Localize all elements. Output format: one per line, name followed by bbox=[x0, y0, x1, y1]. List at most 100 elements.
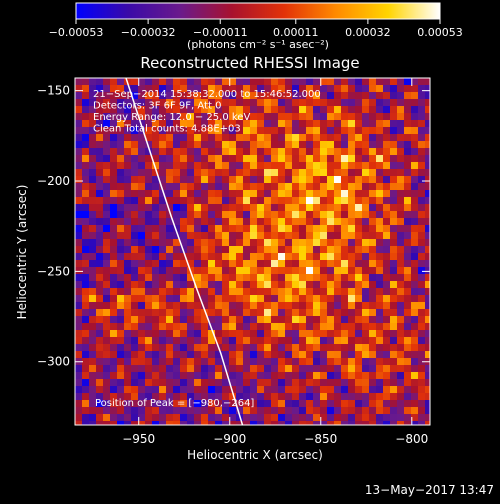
heatmap-cell bbox=[376, 386, 384, 394]
heatmap-cell bbox=[96, 267, 104, 275]
heatmap-cell bbox=[383, 302, 391, 310]
heatmap-cell bbox=[292, 344, 300, 352]
heatmap-cell bbox=[292, 99, 300, 107]
heatmap-cell bbox=[418, 246, 426, 254]
heatmap-cell bbox=[257, 113, 265, 121]
heatmap-cell bbox=[292, 169, 300, 177]
heatmap-cell bbox=[278, 239, 286, 247]
heatmap-cell bbox=[376, 113, 384, 121]
heatmap-cell bbox=[201, 379, 209, 387]
heatmap-cell bbox=[152, 330, 160, 338]
heatmap-cell bbox=[397, 197, 405, 205]
heatmap-cell bbox=[264, 190, 272, 198]
heatmap-cell bbox=[96, 155, 104, 163]
heatmap-cell bbox=[96, 309, 104, 317]
heatmap-cell bbox=[131, 330, 139, 338]
heatmap-cell bbox=[215, 372, 223, 380]
heatmap-cell bbox=[292, 148, 300, 156]
heatmap-cell bbox=[201, 386, 209, 394]
heatmap-cell bbox=[257, 204, 265, 212]
heatmap-cell bbox=[327, 316, 335, 324]
heatmap-cell bbox=[362, 400, 370, 408]
heatmap-cell bbox=[110, 260, 118, 268]
heatmap-cell bbox=[362, 414, 370, 422]
heatmap-cell bbox=[390, 274, 398, 282]
heatmap-cell bbox=[299, 365, 307, 373]
heatmap-cell bbox=[110, 379, 118, 387]
heatmap-cell bbox=[327, 218, 335, 226]
heatmap-cell bbox=[138, 204, 146, 212]
heatmap-cell bbox=[250, 267, 258, 275]
heatmap-cell bbox=[229, 204, 237, 212]
heatmap-cell bbox=[425, 148, 430, 156]
heatmap-cell bbox=[110, 372, 118, 380]
heatmap-cell bbox=[278, 400, 286, 408]
heatmap-cell bbox=[159, 225, 167, 233]
heatmap-cell bbox=[194, 92, 202, 100]
heatmap-cell bbox=[103, 253, 111, 261]
heatmap-cell bbox=[355, 260, 363, 268]
heatmap-cell bbox=[89, 365, 97, 373]
heatmap-cell bbox=[334, 183, 342, 191]
heatmap-cell bbox=[418, 169, 426, 177]
heatmap-cell bbox=[306, 365, 314, 373]
heatmap-cell bbox=[82, 78, 90, 86]
heatmap-cell bbox=[215, 414, 223, 422]
heatmap-cell bbox=[215, 330, 223, 338]
heatmap-cell bbox=[425, 225, 430, 233]
heatmap-cell bbox=[313, 99, 321, 107]
heatmap-cell bbox=[418, 120, 426, 128]
heatmap-cell bbox=[201, 372, 209, 380]
heatmap-cell bbox=[243, 85, 251, 93]
heatmap-cell bbox=[376, 407, 384, 415]
heatmap-cell bbox=[306, 148, 314, 156]
heatmap-cell bbox=[278, 358, 286, 366]
heatmap-cell bbox=[187, 372, 195, 380]
heatmap-cell bbox=[397, 351, 405, 359]
heatmap-cell bbox=[376, 141, 384, 149]
heatmap-cell bbox=[194, 267, 202, 275]
heatmap-cell bbox=[222, 106, 230, 114]
heatmap-cell bbox=[236, 400, 244, 408]
heatmap-cell bbox=[278, 274, 286, 282]
heatmap-cell bbox=[404, 197, 412, 205]
heatmap-cell bbox=[397, 232, 405, 240]
heatmap-cell bbox=[306, 351, 314, 359]
heatmap-cell bbox=[110, 351, 118, 359]
heatmap-cell bbox=[390, 253, 398, 261]
heatmap-cell bbox=[187, 106, 195, 114]
heatmap-cell bbox=[96, 407, 104, 415]
heatmap-cell bbox=[82, 134, 90, 142]
heatmap-cell bbox=[348, 400, 356, 408]
heatmap-cell bbox=[320, 407, 328, 415]
heatmap-cell bbox=[117, 92, 125, 100]
heatmap-cell bbox=[187, 393, 195, 401]
heatmap-cell bbox=[334, 141, 342, 149]
heatmap-cell bbox=[362, 162, 370, 170]
heatmap-cell bbox=[208, 106, 216, 114]
heatmap-cell bbox=[285, 106, 293, 114]
heatmap-cell bbox=[82, 323, 90, 331]
heatmap-cell bbox=[194, 351, 202, 359]
heatmap-cell bbox=[425, 393, 430, 401]
heatmap-cell bbox=[173, 337, 181, 345]
heatmap-cell bbox=[159, 141, 167, 149]
heatmap-cell bbox=[320, 288, 328, 296]
heatmap-cell bbox=[327, 330, 335, 338]
heatmap-cell bbox=[194, 393, 202, 401]
heatmap-cell bbox=[411, 134, 419, 142]
heatmap-cell bbox=[348, 211, 356, 219]
heatmap-cell bbox=[425, 211, 430, 219]
heatmap-cell bbox=[411, 127, 419, 135]
heatmap-cell bbox=[208, 141, 216, 149]
heatmap-cell bbox=[222, 309, 230, 317]
heatmap-cell bbox=[425, 302, 430, 310]
heatmap-cell bbox=[208, 414, 216, 422]
heatmap-cell bbox=[250, 337, 258, 345]
heatmap-cell bbox=[173, 358, 181, 366]
heatmap-cell bbox=[110, 344, 118, 352]
heatmap-cell bbox=[236, 323, 244, 331]
heatmap-cell bbox=[117, 204, 125, 212]
heatmap-cell bbox=[173, 344, 181, 352]
heatmap-cell bbox=[166, 421, 174, 425]
